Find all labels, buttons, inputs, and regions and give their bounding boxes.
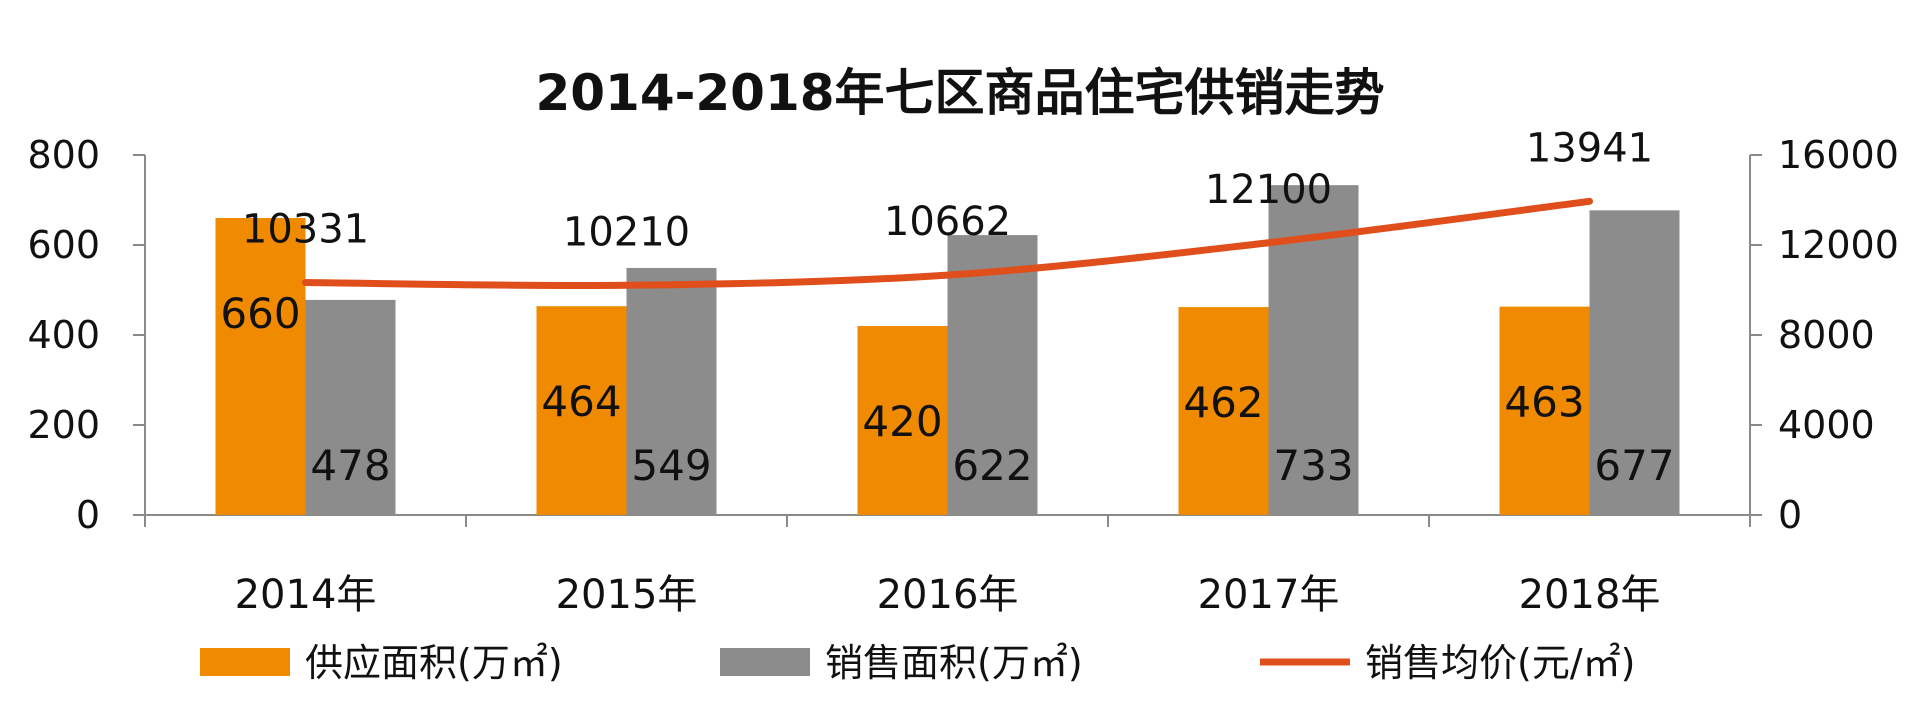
line-label: 10210 xyxy=(563,209,690,255)
legend-label: 销售均价(元/㎡) xyxy=(1365,641,1635,685)
y-tick-label: 0 xyxy=(76,493,100,537)
bar-label: 733 xyxy=(1273,441,1353,490)
x-tick-label: 2014年 xyxy=(235,572,377,618)
bar-供应面积(万㎡) xyxy=(536,306,627,515)
bar-销售面积(万㎡) xyxy=(305,299,396,515)
bar-label: 478 xyxy=(310,441,390,490)
x-tick-label: 2018年 xyxy=(1519,572,1661,618)
bar-label: 677 xyxy=(1594,441,1674,490)
bar-销售面积(万㎡) xyxy=(626,267,717,515)
bar-供应面积(万㎡) xyxy=(857,326,948,515)
x-tick-label: 2017年 xyxy=(1198,572,1340,618)
legend-label: 销售面积(万㎡) xyxy=(825,641,1083,685)
legend-swatch xyxy=(200,648,290,676)
line-label: 13941 xyxy=(1526,125,1653,171)
bar-供应面积(万㎡) xyxy=(1499,306,1590,515)
y-tick-label: 400 xyxy=(27,313,100,357)
legend: 供应面积(万㎡) 销售面积(万㎡) 销售均价(元/㎡) xyxy=(200,641,1635,685)
bar-label: 462 xyxy=(1183,378,1263,427)
line-label: 10331 xyxy=(242,207,369,253)
y-tick-label: 200 xyxy=(27,403,100,447)
legend-label: 供应面积(万㎡) xyxy=(305,641,563,685)
chart-title: 2014-2018年七区商品住宅供销走势 xyxy=(535,64,1384,122)
bars xyxy=(215,185,1680,515)
y2-tick-label: 12000 xyxy=(1778,223,1899,267)
y2-tick-label: 8000 xyxy=(1778,313,1875,357)
bar-label: 660 xyxy=(220,289,300,338)
legend-swatch xyxy=(720,648,810,676)
data-labels: 660 464 420 462 463 478 549 622 733 677 10331 10210… xyxy=(220,125,1674,490)
bar-label: 549 xyxy=(631,441,711,490)
line-label: 12100 xyxy=(1205,167,1332,213)
bar-销售面积(万㎡) xyxy=(947,235,1038,515)
y-tick-label: 800 xyxy=(27,133,100,177)
x-tick-label: 2016年 xyxy=(877,572,1019,618)
bar-供应面积(万㎡) xyxy=(215,218,306,515)
bar-label: 463 xyxy=(1504,378,1584,427)
bar-label: 464 xyxy=(541,377,621,426)
bar-label: 420 xyxy=(862,397,942,446)
x-tick-label: 2015年 xyxy=(556,572,698,618)
y-tick-label: 600 xyxy=(27,223,100,267)
bar-销售面积(万㎡) xyxy=(1589,210,1680,515)
price-line xyxy=(302,197,1593,290)
bar-label: 622 xyxy=(952,441,1032,490)
y2-tick-label: 4000 xyxy=(1778,403,1875,447)
bar-供应面积(万㎡) xyxy=(1178,307,1269,515)
line-label: 10662 xyxy=(884,199,1011,245)
y2-tick-label: 0 xyxy=(1778,493,1802,537)
y2-tick-label: 16000 xyxy=(1778,133,1899,177)
